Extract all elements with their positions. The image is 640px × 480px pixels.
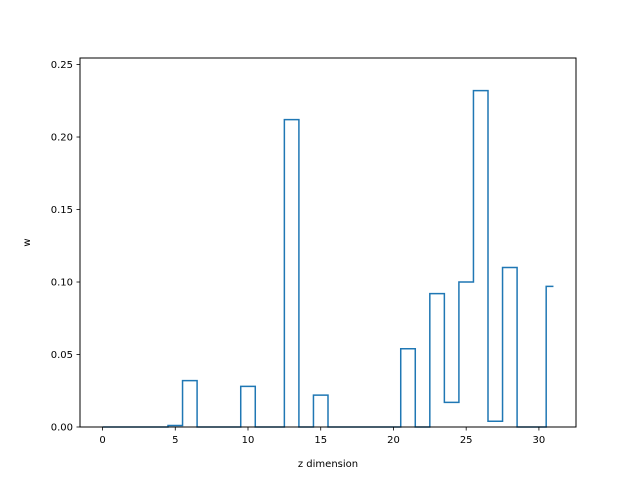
y-axis-label: w: [22, 238, 33, 246]
x-tick-label: 25: [460, 435, 473, 446]
x-tick-label: 20: [387, 435, 400, 446]
x-tick-label: 10: [242, 435, 255, 446]
series-layer: [102, 89, 554, 428]
series-step-line: [102, 89, 554, 428]
x-tick-label: 15: [314, 435, 327, 446]
y-tick-label: 0.10: [51, 278, 73, 289]
y-tick-label: 0.00: [51, 423, 73, 434]
x-axis-label: z dimension: [298, 459, 358, 470]
x-tick-label: 0: [99, 435, 105, 446]
y-tick-label: 0.25: [51, 60, 73, 71]
x-tick-label: 5: [172, 435, 178, 446]
plot-frame: [79, 57, 577, 428]
x-tick-label: 30: [533, 435, 546, 446]
y-ticks: 0.00 0.05 0.10 0.15 0.20 0.25: [51, 60, 80, 434]
y-tick-label: 0.15: [51, 205, 73, 216]
x-ticks: 0 5 10 15 20 25 30: [99, 427, 545, 446]
y-tick-label: 0.05: [51, 350, 73, 361]
y-tick-label: 0.20: [51, 133, 73, 144]
